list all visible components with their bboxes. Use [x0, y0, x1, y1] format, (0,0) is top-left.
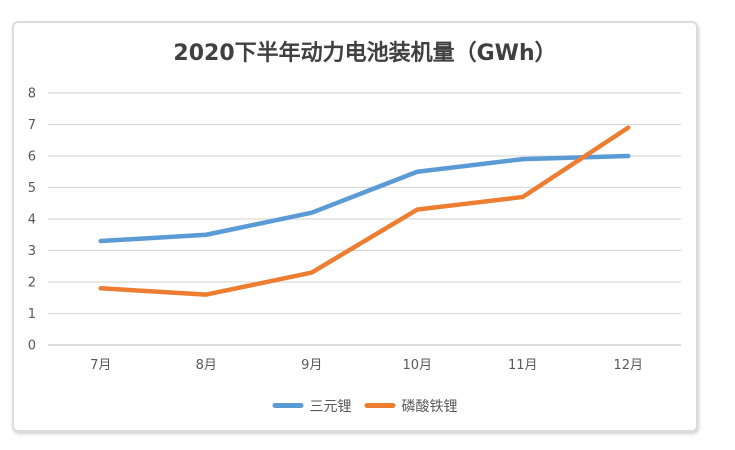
- y-tick-label: 0: [28, 339, 36, 354]
- x-tick-label: 9月: [301, 358, 322, 373]
- y-tick-label: 6: [28, 150, 36, 165]
- legend-label-1: 磷酸铁锂: [402, 399, 458, 415]
- legend-swatch-1: [364, 403, 396, 408]
- x-tick-label: 7月: [90, 358, 111, 373]
- series-line-1: [98, 125, 631, 297]
- legend-swatch-0: [272, 403, 304, 408]
- x-tick-label: 10月: [402, 358, 432, 373]
- line-chart: 0 1 2 3 4 5 6 7 8 7月 8月 9月 10月 11月 12月 2020下半年动力电池装机量…: [28, 40, 681, 415]
- y-axis-labels: 0 1 2 3 4 5 6 7 8: [28, 87, 36, 354]
- series-line-0: [98, 153, 631, 244]
- y-tick-label: 7: [28, 118, 36, 133]
- x-tick-label: 12月: [613, 358, 643, 373]
- gridlines: [48, 92, 681, 346]
- y-tick-label: 4: [28, 213, 36, 228]
- x-tick-label: 11月: [508, 358, 538, 373]
- y-tick-label: 3: [28, 244, 36, 259]
- y-tick-label: 2: [28, 276, 36, 291]
- y-tick-label: 5: [28, 181, 36, 196]
- legend: 三元锂 磷酸铁锂: [272, 399, 458, 415]
- y-tick-label: 1: [28, 307, 36, 322]
- x-tick-label: 8月: [196, 358, 217, 373]
- chart-card: 0 1 2 3 4 5 6 7 8 7月 8月 9月 10月 11月 12月 2020下半年动力电池装机量…: [12, 21, 698, 432]
- legend-label-0: 三元锂: [310, 399, 352, 415]
- x-axis-labels: 7月 8月 9月 10月 11月 12月: [90, 358, 643, 373]
- chart-title: 2020下半年动力电池装机量（GWh）: [173, 40, 556, 66]
- y-tick-label: 8: [28, 87, 36, 102]
- series-lines: [98, 125, 631, 297]
